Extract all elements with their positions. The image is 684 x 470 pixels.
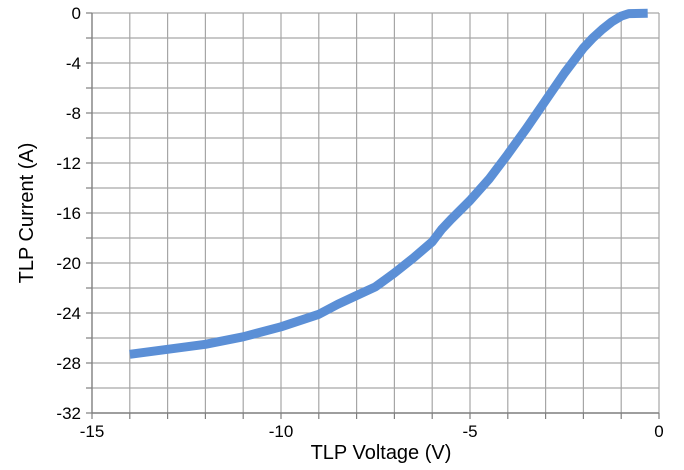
y-axis-tick-labels: 0 -4 -8 -12 -16 -20 -24 -28 -32 [56,4,81,423]
x-tick-label: -15 [80,422,105,441]
y-tick-label: -20 [56,254,81,273]
y-tick-label: -16 [56,204,81,223]
y-tick-label: -24 [56,304,81,323]
x-tick-label: 0 [654,422,663,441]
y-tick-label: -28 [56,354,81,373]
x-tick-label: -5 [462,422,477,441]
y-tick-label: 0 [72,4,81,23]
x-axis-title: TLP Voltage (V) [311,442,452,464]
y-tick-label: -32 [56,404,81,423]
x-tick-label: -10 [269,422,294,441]
y-tick-label: -12 [56,154,81,173]
x-axis-tick-labels: -15 -10 -5 0 [80,422,664,441]
chart-grid [92,12,660,413]
series-line [129,8,648,359]
chart-axes [86,12,660,419]
chart-series [129,8,648,359]
y-tick-label: -4 [66,54,81,73]
y-axis-title: TLP Current (A) [16,143,38,284]
y-tick-label: -8 [66,104,81,123]
